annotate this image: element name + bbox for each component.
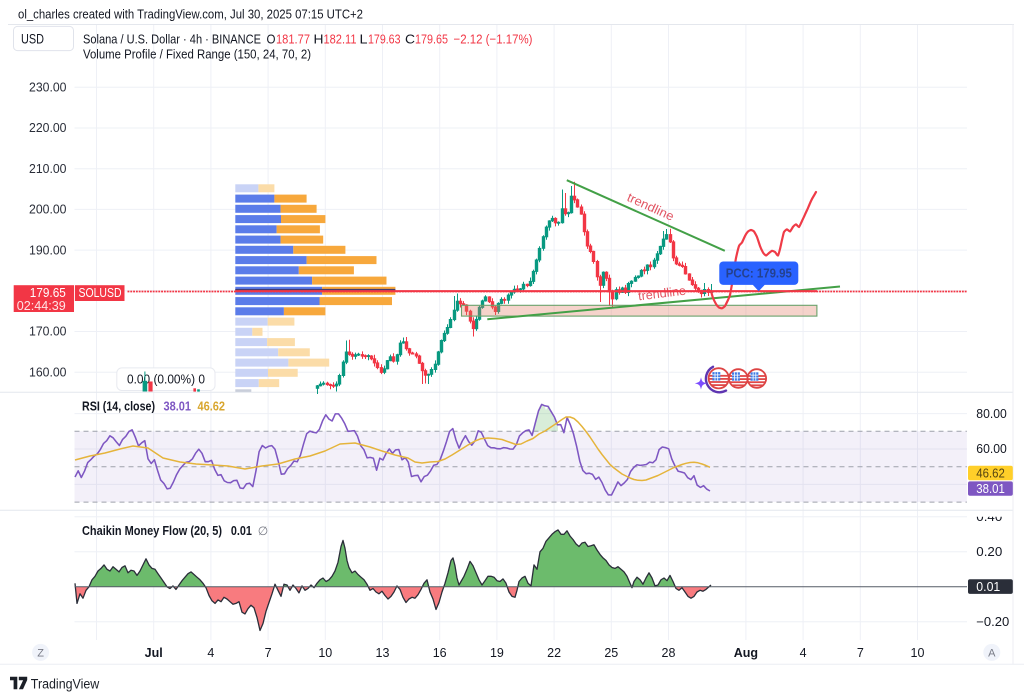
- svg-text:200.00: 200.00: [29, 203, 67, 217]
- svg-text:80.00: 80.00: [976, 407, 1007, 421]
- svg-text:181.77: 181.77: [276, 32, 310, 47]
- svg-text:38.01: 38.01: [976, 482, 1005, 496]
- svg-text:ol_charles created with Tradin: ol_charles created with TradingView.com,…: [18, 7, 363, 22]
- svg-text:02:44:39: 02:44:39: [17, 299, 66, 313]
- svg-text:25: 25: [604, 646, 618, 660]
- svg-text:19: 19: [490, 646, 504, 660]
- svg-text:−0.20: −0.20: [976, 615, 1009, 629]
- svg-text:179.65: 179.65: [30, 286, 66, 300]
- svg-text:179.65: 179.65: [415, 32, 448, 47]
- svg-text:TradingView: TradingView: [31, 677, 100, 692]
- svg-text:0.01: 0.01: [231, 524, 252, 538]
- svg-text:RSI (14, close): RSI (14, close): [82, 400, 155, 414]
- svg-text:C: C: [405, 32, 415, 47]
- svg-text:10: 10: [911, 646, 925, 660]
- svg-text:A: A: [988, 647, 996, 659]
- svg-text:−2.12 (−1.17%): −2.12 (−1.17%): [454, 32, 533, 47]
- svg-text:190.00: 190.00: [29, 243, 67, 257]
- svg-text:46.62: 46.62: [976, 466, 1005, 480]
- svg-text:Chaikin Money Flow (20, 5): Chaikin Money Flow (20, 5): [82, 524, 222, 538]
- svg-text:4: 4: [207, 646, 214, 660]
- svg-text:182.11: 182.11: [324, 32, 357, 47]
- svg-text:Volume Profile / Fixed Range (: Volume Profile / Fixed Range (150, 24, 7…: [83, 47, 311, 62]
- svg-text:0.40: 0.40: [976, 510, 1002, 524]
- svg-text:Solana / U.S. Dollar · 4h · BI: Solana / U.S. Dollar · 4h · BINANCE: [83, 32, 261, 47]
- svg-text:∅: ∅: [258, 524, 268, 538]
- svg-text:L: L: [360, 32, 368, 47]
- svg-text:230.00: 230.00: [29, 81, 67, 95]
- svg-text:0.20: 0.20: [976, 545, 1002, 559]
- svg-text:10: 10: [318, 646, 332, 660]
- svg-text:13: 13: [376, 646, 390, 660]
- svg-text:170.00: 170.00: [29, 325, 67, 339]
- svg-text:22: 22: [547, 646, 561, 660]
- svg-text:trendline: trendline: [637, 284, 686, 304]
- svg-text:60.00: 60.00: [976, 442, 1007, 456]
- svg-text:0.00 (0.00%) 0: 0.00 (0.00%) 0: [127, 373, 205, 387]
- svg-text:38.01: 38.01: [164, 400, 192, 414]
- svg-text:4: 4: [800, 646, 807, 660]
- svg-text:Z: Z: [37, 647, 44, 659]
- svg-text:7: 7: [265, 646, 272, 660]
- svg-text:179.63: 179.63: [368, 32, 401, 47]
- svg-text:46.62: 46.62: [198, 400, 226, 414]
- svg-text:USD: USD: [21, 31, 44, 47]
- svg-text:16: 16: [433, 646, 447, 660]
- svg-text:PCC: 179.95: PCC: 179.95: [726, 267, 792, 281]
- svg-text:SOLUSD: SOLUSD: [79, 286, 122, 300]
- svg-text:160.00: 160.00: [29, 365, 67, 379]
- svg-text:0.01: 0.01: [976, 580, 1000, 594]
- svg-text:210.00: 210.00: [29, 162, 67, 176]
- svg-text:220.00: 220.00: [29, 121, 67, 135]
- svg-text:O: O: [267, 32, 276, 47]
- svg-text:7: 7: [857, 646, 864, 660]
- svg-text:Aug: Aug: [734, 646, 758, 660]
- svg-text:28: 28: [662, 646, 676, 660]
- svg-text:Jul: Jul: [145, 646, 163, 660]
- svg-text:H: H: [314, 32, 324, 47]
